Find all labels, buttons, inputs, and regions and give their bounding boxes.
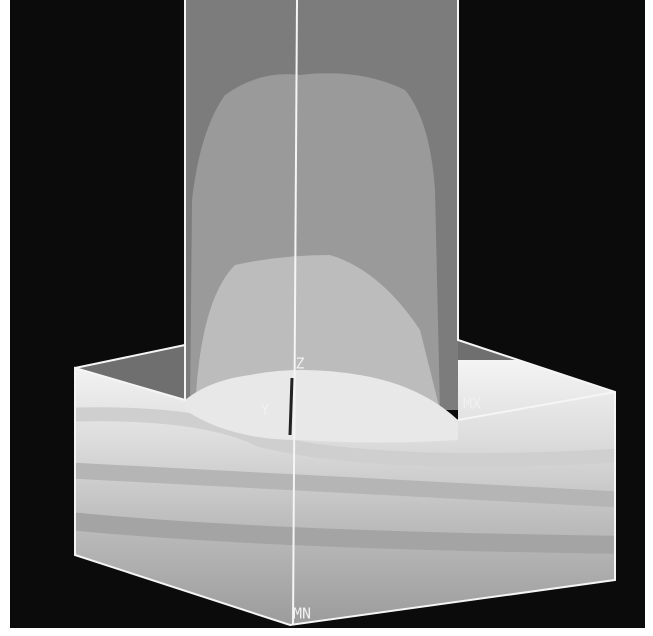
- z-axis-label: Z: [295, 355, 304, 373]
- min-label: MN: [293, 605, 311, 623]
- max-label: MX: [463, 395, 481, 413]
- triad-axis: [290, 378, 292, 435]
- page: Z Y MX MN (() => { const data = JSON.par…: [0, 0, 653, 636]
- contour-plot: Z Y MX MN: [0, 0, 653, 636]
- y-axis-label: Y: [260, 401, 269, 419]
